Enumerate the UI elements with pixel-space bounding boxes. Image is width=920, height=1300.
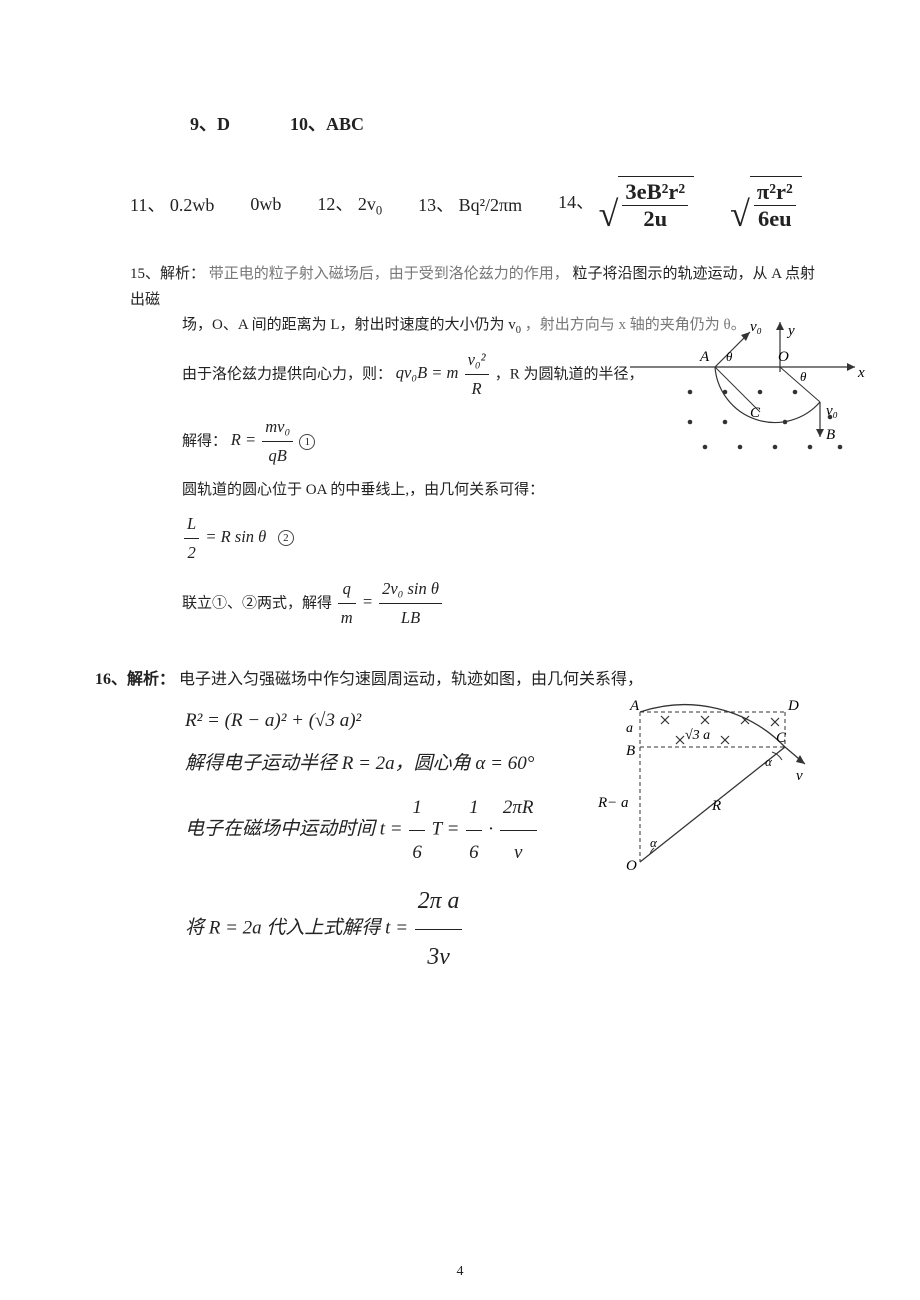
label-O: O <box>778 349 789 365</box>
text: 场，O、A 间的距离为 L，射出时速度的大小仍为 v0 <box>182 317 521 333</box>
answer-row-1: 9、D 10、ABC <box>190 110 830 136</box>
label-v0: v₀ <box>750 319 762 335</box>
text: 联立①、②两式，解得 <box>182 595 332 611</box>
label: 12、 <box>317 194 353 214</box>
text: ，R 为圆轨道的半径， <box>495 366 644 382</box>
svg-text:D: D <box>787 698 799 714</box>
label: 13、 <box>418 195 454 215</box>
line: 将 R = 2a 代入上式解得 t = 2π a3v <box>185 874 830 984</box>
solution-15: 15、解析： 带正电的粒子射入磁场后，由于受到洛伦兹力的作用， 粒子将沿图示的轨… <box>130 262 830 632</box>
svg-text:A: A <box>629 698 640 714</box>
page-number: 4 <box>0 1264 920 1280</box>
label: 14、 <box>558 192 594 212</box>
answer-12: 12、 2v0 <box>317 190 382 219</box>
answer-14: 14、 √ 3eB²r² 2u <box>558 176 694 232</box>
value: 2v0 <box>358 194 382 214</box>
solution-16: 16、解析： 电子进入匀强磁场中作匀速圆周运动，轨迹如图，由几何关系得， R² … <box>95 662 830 985</box>
svg-text:R: R <box>711 798 721 814</box>
value-a: 0.2wb <box>170 195 215 215</box>
figure-16: A D a √3 a B C α v R− a R α O <box>590 692 810 882</box>
svg-text:a: a <box>626 721 633 736</box>
heading: 16、解析： <box>95 671 175 688</box>
svg-text:α: α <box>650 835 658 850</box>
label-A: A <box>699 349 710 365</box>
figure-15: v₀ y A O θ θ x C v₀ B <box>630 317 870 487</box>
heading: 15、解析： <box>130 266 205 282</box>
label-theta: θ <box>726 349 733 364</box>
svg-text:C: C <box>776 730 787 746</box>
svg-text:B: B <box>626 743 635 759</box>
radical-icon: √ <box>599 196 619 232</box>
answer-9: 9、D <box>190 110 230 136</box>
sqrt-expr-b: √ π²r² 6eu <box>730 176 802 232</box>
text: 带正电的粒子射入磁场后，由于受到洛伦兹力的作用， <box>209 266 569 282</box>
answer-14b: √ π²r² 6eu <box>730 176 802 232</box>
equation: R = mv₀ qB <box>231 430 300 449</box>
label: 11、 <box>130 195 165 215</box>
text: 圆轨道的圆心位于 OA 的中垂线上,，由几何关系可得： <box>182 482 544 498</box>
value: Bq²/2πm <box>459 195 523 215</box>
svg-text:v: v <box>796 768 803 784</box>
label-v0b: v₀ <box>826 403 838 419</box>
circled-1-icon: 1 <box>299 434 315 450</box>
answer-13: 13、 Bq²/2πm <box>418 191 522 217</box>
circled-2-icon: 2 <box>278 530 294 546</box>
text: 由于洛伦兹力提供向心力，则： <box>182 366 392 382</box>
sqrt-expr-a: √ 3eB²r² 2u <box>599 176 695 232</box>
label-y: y <box>786 323 795 339</box>
equation: qv₀B = m v₀² R <box>396 363 495 382</box>
text: 解得： <box>182 433 227 449</box>
label-x: x <box>857 365 865 381</box>
label-C: C <box>750 405 761 421</box>
line: L 2 = R sin θ 2 <box>182 510 830 567</box>
equation: L 2 = R sin θ <box>182 527 270 546</box>
equation: q m = 2v₀ sin θ LB <box>336 592 444 611</box>
radical-icon: √ <box>730 196 750 232</box>
label-B: B <box>826 427 835 443</box>
svg-text:α: α <box>765 754 773 769</box>
text: 电子进入匀强磁场中作匀速圆周运动，轨迹如图，由几何关系得， <box>179 671 643 688</box>
svg-text:O: O <box>626 858 637 874</box>
line: 联立①、②两式，解得 q m = 2v₀ sin θ LB <box>182 575 830 632</box>
answer-row-2: 11、 0.2wb 0wb 12、 2v0 13、 Bq²/2πm 14、 √ … <box>130 176 830 232</box>
answer-11b: 0wb <box>250 194 281 215</box>
answer-11: 11、 0.2wb <box>130 191 214 217</box>
label-theta2: θ <box>800 369 807 384</box>
line: 15、解析： 带正电的粒子射入磁场后，由于受到洛伦兹力的作用， 粒子将沿图示的轨… <box>130 262 830 313</box>
answer-10: 10、ABC <box>290 110 364 136</box>
svg-text:√3 a: √3 a <box>685 728 710 743</box>
svg-text:R− a: R− a <box>597 795 629 811</box>
